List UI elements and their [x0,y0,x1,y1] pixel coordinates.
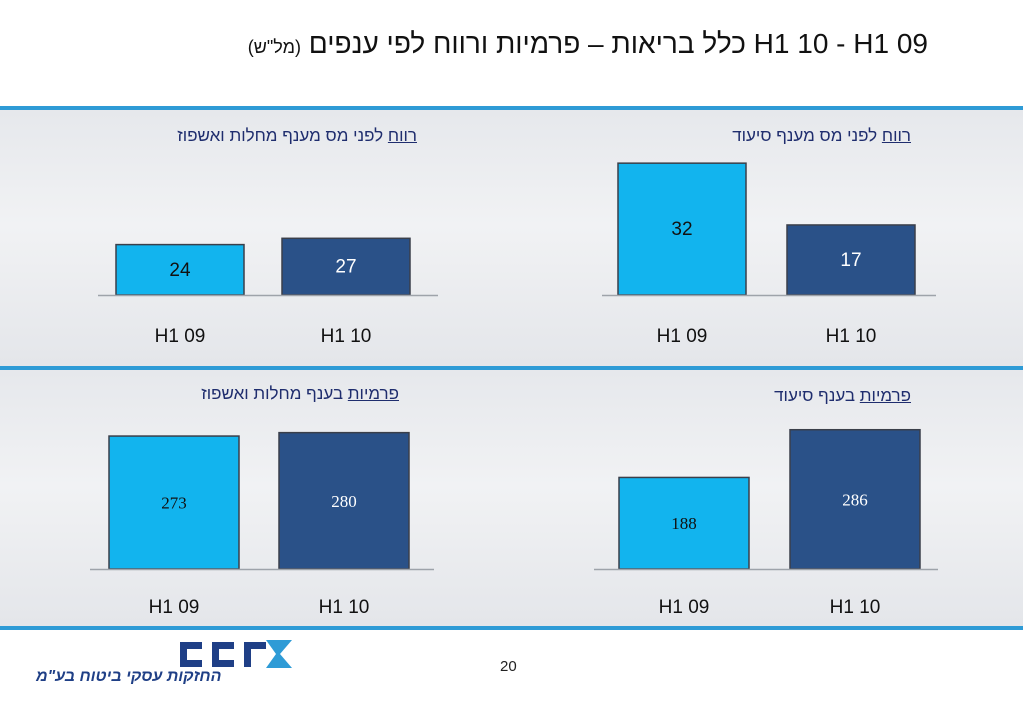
bar-chart-profit-nursing: 32 H1 09 17 H1 10 [602,162,936,347]
logo-emblem [266,640,292,668]
data-label: 273 [161,494,187,513]
chart-title-profit-health: רווח לפני מס מענף מחלות ואשפוז [177,126,417,145]
bar-chart-premium-health: 273 H1 09 280 H1 10 [90,431,434,618]
data-label: 24 [169,260,191,281]
bottom-divider [0,626,1023,630]
data-label: 280 [331,492,357,511]
x-tick-label: H1 10 [826,326,877,347]
page-title: (מל"ש) כלל בריאות – פרמיות ורווח לפי ענפ… [0,28,928,60]
company-logo [180,640,292,668]
data-label: 17 [840,250,861,271]
x-tick-label: H1 09 [657,326,708,347]
top-divider [0,106,1023,110]
x-tick-label: H1 09 [155,326,206,347]
bar-h1-10 [281,237,411,296]
x-tick-label: H1 09 [659,597,710,618]
data-label: 286 [842,490,868,509]
data-label: 32 [671,219,692,240]
x-tick-label: H1 09 [149,597,200,618]
chart-title-profit-nursing: רווח לפני מס מענף סיעוד [732,126,911,145]
middle-divider [0,366,1023,370]
bar-h1-10 [789,428,921,570]
chart-title-premium-health: פרמיות בענף מחלות ואשפוז [201,384,399,403]
bar-chart-profit-health: 24 H1 09 27 H1 10 [98,237,438,347]
x-tick-label: H1 10 [319,597,370,618]
logo-mark [180,642,266,667]
bar-chart-premium-nursing: 188 H1 09 286 H1 10 [594,428,938,618]
bar-h1-09 [618,476,750,570]
data-label: 27 [335,257,356,278]
logo-subtitle: החזקות עסקי ביטוח בע"מ [36,668,222,685]
bar-h1-10 [278,431,410,570]
unit-label: (מל"ש) [247,37,302,57]
chart-title-premium-nursing: פרמיות בענף סיעוד [774,386,911,405]
bar-h1-10 [786,224,916,296]
title-text: כלל בריאות – פרמיות ורווח לפי ענפים H1 1… [308,28,928,59]
x-tick-label: H1 10 [830,597,881,618]
page-number: 20 [500,658,517,675]
bar-h1-09 [617,162,747,296]
x-tick-label: H1 10 [321,326,372,347]
bar-h1-09 [115,243,245,296]
data-label: 188 [671,514,697,533]
